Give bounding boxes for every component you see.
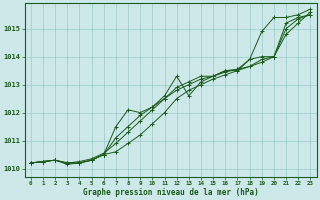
X-axis label: Graphe pression niveau de la mer (hPa): Graphe pression niveau de la mer (hPa): [83, 188, 259, 197]
